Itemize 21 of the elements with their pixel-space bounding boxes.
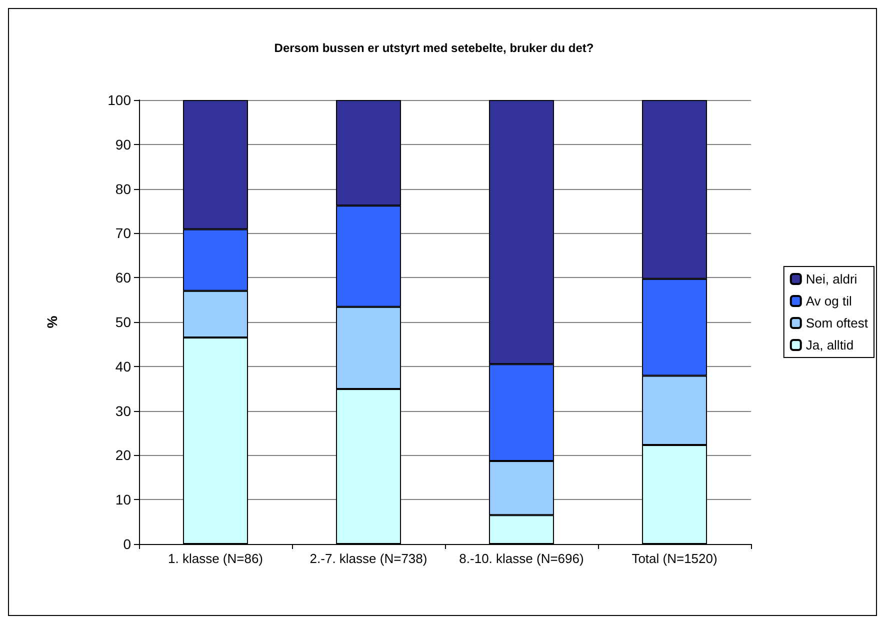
y-tick-label: 100	[108, 92, 132, 108]
y-tick-label: 60	[115, 270, 132, 286]
y-tick-label: 50	[115, 314, 132, 330]
y-tick-label: 20	[115, 447, 132, 464]
x-tick-label: 1. klasse (N=86)	[168, 551, 264, 566]
y-tick-label: 90	[115, 136, 132, 152]
y-tick-label: 40	[115, 358, 132, 374]
x-tick-label: 8.-10. klasse (N=696)	[459, 551, 584, 566]
y-tick-label: 30	[115, 402, 132, 419]
y-tick-label: 70	[115, 225, 132, 242]
legend-label: Av og til	[806, 294, 852, 308]
legend-label: Som oftest	[806, 316, 868, 330]
y-tick-label: 0	[123, 536, 132, 552]
chart-title: Dersom bussen er utstyrt med setebelte, bruker du det?	[274, 41, 594, 55]
legend-label: Nei, aldri	[806, 272, 858, 286]
y-tick-label: 80	[115, 180, 132, 197]
y-tick-label: 10	[115, 492, 132, 508]
x-tick-label: Total (N=1520)	[632, 551, 718, 566]
legend-label: Ja, alltid	[806, 338, 854, 352]
y-axis-title: %	[44, 315, 60, 328]
x-tick-label: 2.-7. klasse (N=738)	[310, 551, 428, 566]
